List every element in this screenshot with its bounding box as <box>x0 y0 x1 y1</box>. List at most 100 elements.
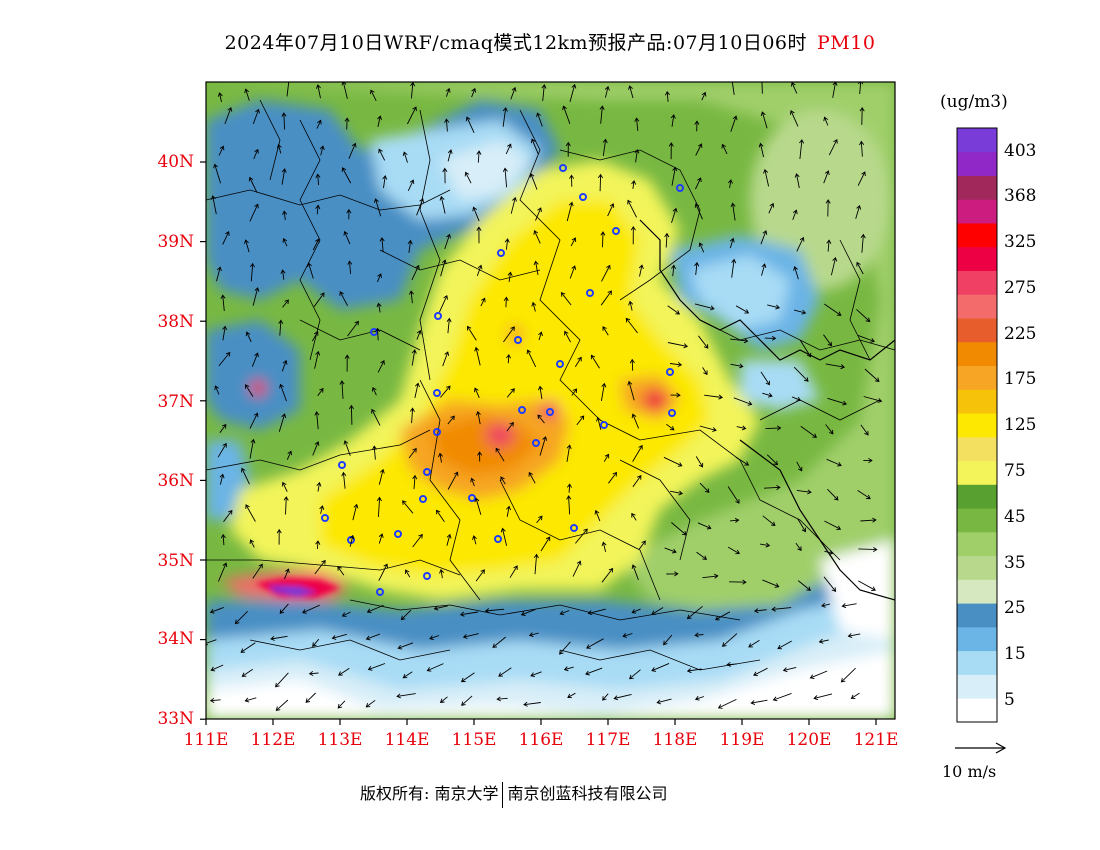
wind-arrow <box>314 411 320 430</box>
wind-arrow <box>686 668 702 674</box>
wind-arrow <box>474 346 481 366</box>
wind-arrow <box>531 301 537 312</box>
wind-arrow <box>407 239 413 253</box>
wind-arrow <box>860 517 877 523</box>
wind-arrow <box>574 356 582 368</box>
wind-arrow <box>832 82 838 98</box>
axis-ticks <box>200 161 877 725</box>
wind-arrow <box>339 380 345 399</box>
wind-arrow <box>270 635 288 641</box>
lat-label: 34N <box>157 629 194 649</box>
wind-arrow <box>314 350 321 369</box>
wind-arrow <box>571 388 578 396</box>
wind-arrow <box>762 392 773 398</box>
wind-arrow <box>796 489 812 495</box>
wind-arrow <box>504 238 510 250</box>
wind-arrow <box>503 296 509 308</box>
wind-arrow <box>442 167 448 184</box>
wind-arrow <box>601 264 611 282</box>
wind-arrow <box>796 461 803 472</box>
wind-arrow <box>315 540 321 550</box>
wind-arrow <box>671 207 678 224</box>
wind-arrow <box>559 641 571 655</box>
wind-arrow <box>305 692 316 703</box>
wind-arrow <box>569 83 577 103</box>
lon-label: 114E <box>384 730 430 750</box>
wind-arrow <box>376 302 382 313</box>
wind-arrow <box>244 239 250 253</box>
wind-arrow <box>564 330 571 343</box>
wind-arrow <box>249 539 255 548</box>
wind-arrow <box>503 326 515 343</box>
wind-arrow <box>701 91 707 101</box>
colorbar-swatch <box>957 341 997 366</box>
wind-arrow <box>694 261 700 276</box>
wind-arrow <box>572 560 582 577</box>
wind-arrow <box>604 85 610 98</box>
wind-arrow <box>218 351 231 367</box>
wind-arrow <box>411 349 417 366</box>
colorbar-swatch <box>957 223 997 248</box>
wind-arrow <box>379 237 385 253</box>
wind-arrow <box>283 496 289 515</box>
wind-arrow <box>540 536 551 552</box>
wind-arrow <box>857 490 871 500</box>
lon-label: 113E <box>317 730 363 750</box>
colorbar-label: 175 <box>1004 369 1037 389</box>
company-text: 南京创蓝科技有限公司 <box>507 784 668 803</box>
wind-arrow <box>378 563 388 581</box>
wind-arrow <box>629 669 641 680</box>
wind-arrow <box>249 438 256 459</box>
wind-arrow <box>219 423 227 433</box>
lon-label: 115E <box>451 730 497 750</box>
wind-arrow <box>565 141 571 157</box>
copyright-footer: 版权所有: 南京大学 南京创蓝科技有限公司 <box>360 780 668 808</box>
wind-arrow <box>281 481 288 492</box>
wind-arrow <box>694 632 704 638</box>
wind-arrow <box>506 353 512 364</box>
lon-label: 111E <box>183 730 229 750</box>
wind-arrow <box>252 563 263 579</box>
wind-arrow <box>472 206 480 222</box>
wind-arrow <box>567 692 576 699</box>
wind-arrow <box>495 447 505 462</box>
colorbar-swatch <box>957 199 997 224</box>
wind-arrow <box>220 533 226 546</box>
city-markers <box>321 164 684 596</box>
wind-arrow <box>651 662 670 672</box>
wind-arrow <box>343 230 351 245</box>
wind-arrow <box>500 476 506 485</box>
wind-arrow <box>245 384 254 397</box>
wind-arrow <box>731 258 737 278</box>
wind-arrow <box>213 163 222 184</box>
wind-arrow <box>694 203 703 220</box>
wind-arrow <box>346 208 352 220</box>
wind-arrow <box>465 116 475 133</box>
wind-arrow <box>790 82 798 94</box>
wind-arrow <box>344 117 350 130</box>
wind-arrow <box>586 638 604 649</box>
wind-arrow <box>536 515 543 524</box>
wind-arrow <box>541 84 547 101</box>
wind-arrow <box>735 305 750 314</box>
colorbar-swatch <box>957 698 997 723</box>
wind-arrow <box>857 334 875 343</box>
wind-arrow <box>797 580 811 591</box>
wind-arrow <box>349 534 355 547</box>
wind-arrow <box>317 387 324 397</box>
wind-arrow <box>278 319 284 336</box>
colorbar <box>956 127 998 723</box>
wind-arrow <box>412 533 423 548</box>
wind-arrow <box>628 300 634 311</box>
wind-arrow <box>533 260 539 275</box>
wind-arrow <box>631 512 637 521</box>
wind-arrow <box>587 608 606 616</box>
wind-arrow <box>252 108 260 125</box>
wind-arrow <box>312 441 320 456</box>
wind-arrow <box>523 701 541 707</box>
wind-arrow <box>279 603 289 614</box>
wind-arrow <box>727 179 733 188</box>
wind-arrow <box>669 361 683 368</box>
wind-arrow <box>344 354 350 372</box>
wind-arrow <box>234 610 248 625</box>
